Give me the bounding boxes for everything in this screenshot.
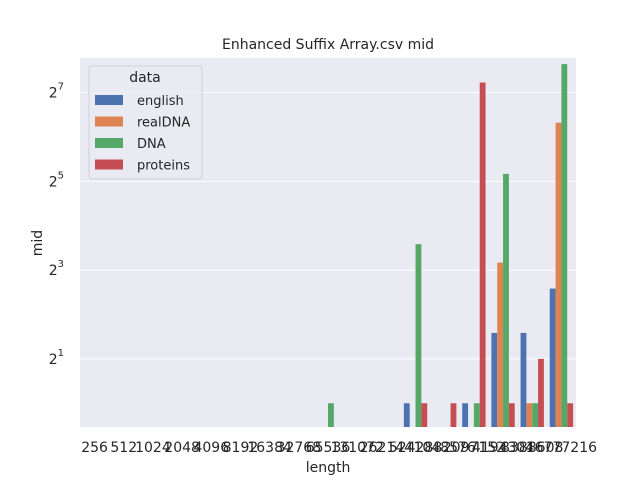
legend-label-proteins: proteins (137, 159, 190, 174)
x-tick-label: 256 (81, 440, 108, 456)
y-tick-label: 21 (49, 348, 64, 368)
legend: data english realDNA DNA proteins (88, 65, 203, 180)
bar-proteins-2097152 (479, 82, 486, 427)
legend-frame (88, 65, 203, 180)
bar-DNA-8388608 (532, 403, 539, 427)
x-tick-label: 32768 (277, 440, 322, 456)
bar-english-4194304 (491, 332, 498, 427)
legend-title: data (129, 70, 161, 86)
bar-english-16777216 (549, 288, 556, 427)
legend-label-english: english (137, 94, 184, 109)
x-tick-label: 2097152 (443, 440, 505, 456)
x-tick-label: 1024 (135, 440, 171, 456)
chart-title: Enhanced Suffix Array.csv mid (222, 37, 434, 53)
x-tick-label: 16777216 (526, 440, 597, 456)
x-tick-label: 4194304 (472, 440, 534, 456)
legend-label-DNA: DNA (137, 137, 166, 152)
bar-DNA-65536 (328, 403, 334, 427)
bar-proteins-16777216 (567, 403, 574, 427)
bars (328, 64, 574, 428)
bar-english-8388608 (520, 332, 527, 427)
x-tick-label: 512 (110, 440, 137, 456)
x-tick-label: 8388608 (501, 440, 563, 456)
x-tick-label: 65536 (306, 440, 351, 456)
x-tick-label: 524288 (389, 440, 442, 456)
bar-realDNA-16777216 (555, 122, 562, 428)
x-tick-label: 8192 (223, 440, 259, 456)
legend-swatch-proteins (95, 159, 123, 170)
bar-realDNA-8388608 (526, 403, 533, 427)
y-tick-label: 25 (49, 170, 64, 190)
bar-DNA-16777216 (561, 64, 568, 428)
y-tick-labels: 21 23 25 27 (49, 82, 64, 368)
x-tick-label: 1048576 (414, 440, 476, 456)
x-tick-labels: 256 5121024204840968192163843276865536131… (81, 440, 597, 456)
y-axis-label: mid (30, 230, 46, 256)
x-tick-label: 2048 (164, 440, 200, 456)
x-axis-label: length (306, 460, 351, 476)
x-tick-label: 16384 (247, 440, 292, 456)
bar-proteins-1048576 (450, 403, 457, 427)
x-tick-label: 131072 (330, 440, 383, 456)
bar-proteins-4194304 (508, 403, 515, 427)
bar-proteins-524288 (421, 403, 428, 427)
legend-swatch-DNA (95, 138, 123, 148)
bar-DNA-4194304 (503, 173, 509, 427)
y-tick-label: 23 (49, 259, 64, 279)
x-tick-label: 4096 (193, 440, 229, 456)
bar-proteins-8388608 (538, 358, 544, 427)
bar-english-2097152 (462, 403, 469, 427)
x-tick-label: 262144 (360, 440, 414, 456)
legend-swatch-english (95, 95, 123, 105)
bar-english-524288 (403, 403, 410, 427)
bar-DNA-2097152 (473, 403, 480, 427)
y-tick-label: 27 (49, 82, 64, 102)
bar-realDNA-4194304 (497, 262, 504, 427)
bar-DNA-524288 (415, 244, 422, 427)
legend-swatch-realDNA (95, 116, 123, 127)
legend-label-realDNA: realDNA (137, 116, 190, 131)
